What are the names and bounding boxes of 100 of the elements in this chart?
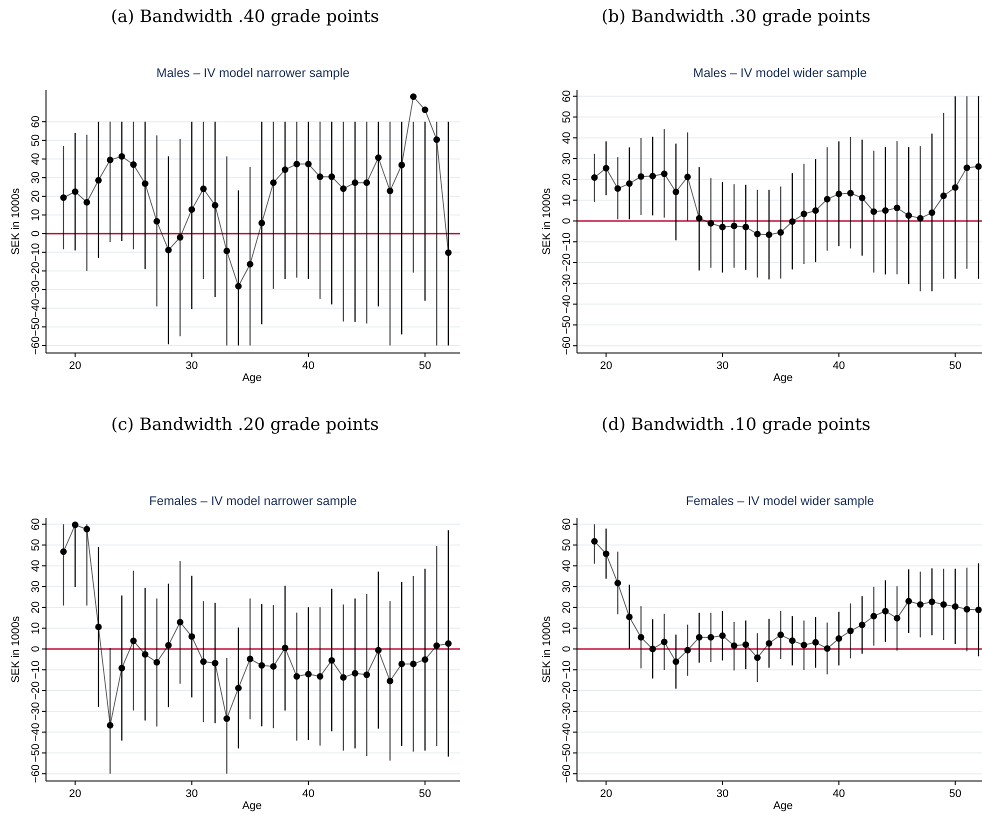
point — [626, 614, 633, 620]
point — [626, 180, 633, 187]
point — [352, 670, 358, 677]
point — [730, 642, 738, 649]
point — [684, 174, 691, 180]
point — [212, 660, 218, 666]
y-axis-title: SEK in 1000s — [541, 616, 553, 683]
point — [95, 624, 102, 630]
point — [153, 658, 160, 666]
y-tick-label: −50 — [561, 316, 573, 334]
y-tick-label: −40 — [30, 722, 42, 742]
point — [975, 606, 982, 614]
y-tick-label: −20 — [30, 262, 42, 280]
point — [153, 218, 160, 225]
x-tick-label: 50 — [949, 788, 962, 800]
y-tick-label: −30 — [30, 280, 42, 299]
point — [754, 654, 761, 662]
chart-subtitle: Females – IV model wider sample — [686, 494, 874, 508]
point — [445, 249, 452, 256]
y-tick-label: 30 — [30, 172, 42, 184]
point — [84, 526, 90, 533]
y-tick-label: 50 — [30, 538, 42, 552]
point — [847, 628, 854, 634]
point — [649, 646, 656, 652]
point — [742, 641, 750, 648]
point — [660, 638, 668, 646]
point — [305, 670, 312, 678]
point — [638, 634, 644, 641]
point — [905, 212, 912, 219]
point — [258, 662, 266, 669]
y-tick-label: 20 — [561, 601, 573, 614]
y-tick-label: −10 — [561, 232, 573, 252]
point — [800, 210, 808, 218]
point — [95, 176, 102, 184]
y-tick-label: 10 — [30, 208, 42, 222]
y-tick-label: 0 — [30, 646, 42, 652]
point — [660, 170, 668, 178]
point — [789, 218, 796, 225]
point — [433, 136, 440, 143]
point — [858, 622, 866, 628]
point — [176, 234, 184, 241]
y-tick-label: −30 — [561, 702, 573, 721]
y-tick-label: 20 — [561, 173, 573, 186]
y-tick-label: −40 — [561, 294, 573, 314]
point — [591, 174, 598, 181]
y-tick-label: 60 — [30, 116, 42, 128]
point — [118, 153, 126, 160]
y-tick-label: 50 — [30, 134, 42, 146]
y-axis-title: SEK in 1000s — [10, 616, 22, 683]
point — [766, 231, 772, 238]
x-axis-title: Age — [773, 800, 793, 812]
point — [223, 715, 230, 722]
point — [212, 202, 218, 209]
x-tick-label: 50 — [949, 360, 962, 372]
point — [246, 656, 254, 662]
point — [200, 186, 207, 192]
point — [952, 184, 959, 191]
y-tick-label: 40 — [561, 132, 573, 144]
chart-title: (c) Bandwidth .20 grade points — [111, 415, 379, 435]
point — [410, 93, 417, 100]
point — [708, 634, 714, 641]
y-tick-label: −40 — [30, 298, 42, 318]
point — [410, 660, 417, 668]
point — [719, 632, 726, 639]
point — [398, 660, 405, 668]
point — [270, 179, 277, 186]
y-tick-label: −60 — [561, 764, 573, 784]
point — [363, 671, 370, 678]
x-tick-label: 50 — [418, 788, 432, 800]
point — [305, 160, 312, 168]
point — [130, 161, 137, 168]
x-tick-label: 40 — [832, 788, 845, 800]
point — [106, 156, 114, 164]
point — [766, 640, 772, 647]
point — [696, 634, 702, 641]
chart-subtitle: Females – IV model narrower sample — [149, 494, 357, 508]
point — [894, 614, 900, 622]
point — [894, 204, 900, 212]
point — [386, 188, 394, 194]
point — [917, 214, 924, 222]
point — [836, 190, 842, 198]
point — [614, 185, 622, 192]
y-tick-label: 0 — [561, 646, 573, 652]
point — [789, 637, 796, 644]
x-axis-title: Age — [242, 800, 262, 812]
y-tick-label: 30 — [30, 580, 42, 593]
y-tick-label: 40 — [561, 560, 573, 572]
point — [777, 632, 784, 638]
y-tick-label: 50 — [561, 538, 573, 552]
y-tick-label: −30 — [30, 702, 42, 721]
point — [235, 684, 242, 692]
y-tick-label: −20 — [30, 681, 42, 700]
x-axis-title: Age — [242, 372, 262, 384]
point — [200, 658, 207, 665]
point — [142, 651, 148, 658]
y-tick-label: 40 — [30, 152, 42, 166]
point — [340, 674, 347, 681]
x-tick-label: 40 — [302, 360, 315, 372]
y-tick-label: −10 — [30, 660, 42, 680]
point — [282, 166, 288, 173]
